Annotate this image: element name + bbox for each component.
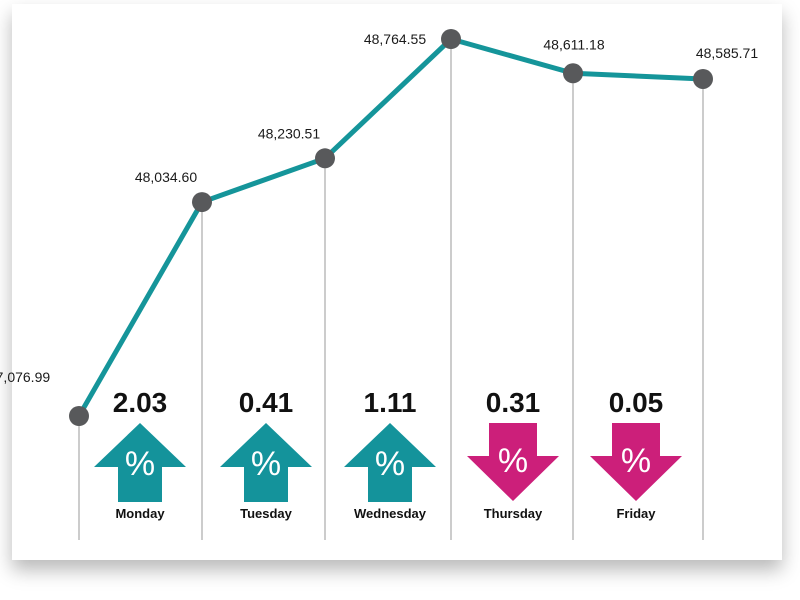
data-point-wednesday xyxy=(441,29,461,49)
change-block-tuesday: 0.41% Tuesday xyxy=(220,387,312,521)
percent-sign: % xyxy=(375,445,405,483)
arrow-up-icon xyxy=(220,423,312,502)
daily-changes: 2.03% Monday 0.41% Tuesday 1.11% Wednesday 0.3… xyxy=(94,387,682,521)
data-point-friday xyxy=(693,68,713,89)
change-value-friday: 0.05 xyxy=(609,387,664,418)
change-block-thursday: 0.31% Thursday xyxy=(467,387,559,521)
value-label-start: 47,076.99 xyxy=(0,369,50,385)
arrow-up-icon xyxy=(94,423,186,502)
percent-sign: % xyxy=(251,445,281,483)
day-gridlines xyxy=(78,39,704,540)
day-label-thursday: Thursday xyxy=(484,506,543,521)
data-point-monday xyxy=(192,192,212,213)
change-value-monday: 2.03 xyxy=(113,387,168,418)
data-points xyxy=(69,29,713,426)
change-block-monday: 2.03% Monday xyxy=(94,387,186,521)
index-line xyxy=(76,36,706,419)
arrow-down-icon xyxy=(590,423,682,501)
change-value-tuesday: 0.41 xyxy=(239,387,294,418)
value-label-monday: 48,034.60 xyxy=(135,169,197,185)
data-point-start xyxy=(69,406,89,426)
value-labels: 47,076.99 48,034.60 48,230.51 48,764.55 48,6… xyxy=(0,31,758,385)
percent-sign: % xyxy=(125,445,155,483)
day-label-friday: Friday xyxy=(616,506,656,521)
value-label-wednesday: 48,764.55 xyxy=(364,31,426,47)
value-label-tuesday: 48,230.51 xyxy=(258,125,320,141)
change-block-friday: 0.05% Friday xyxy=(590,387,682,521)
value-label-friday: 48,585.71 xyxy=(696,45,758,61)
day-label-monday: Monday xyxy=(115,506,165,521)
data-point-thursday xyxy=(563,63,583,84)
day-label-tuesday: Tuesday xyxy=(240,506,293,521)
data-point-tuesday xyxy=(315,148,335,169)
arrow-down-icon xyxy=(467,423,559,501)
value-label-thursday: 48,611.18 xyxy=(543,36,604,52)
day-label-wednesday: Wednesday xyxy=(354,506,427,521)
change-value-thursday: 0.31 xyxy=(486,387,541,418)
percent-sign: % xyxy=(621,442,651,480)
change-block-wednesday: 1.11% Wednesday xyxy=(344,387,436,521)
percent-sign: % xyxy=(498,442,528,480)
arrow-up-icon xyxy=(344,423,436,502)
change-value-wednesday: 1.11 xyxy=(364,387,417,418)
